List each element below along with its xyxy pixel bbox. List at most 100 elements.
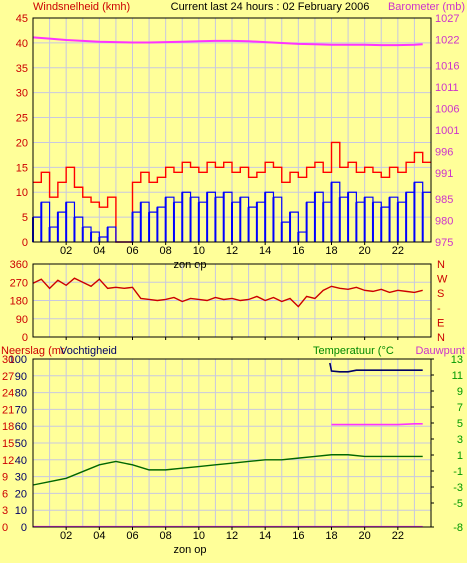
- wind-x-axis-label: zon op: [173, 259, 206, 271]
- x-tick-label: 08: [160, 530, 172, 542]
- y-tick-label-wind: 25: [16, 113, 28, 125]
- series-line-wind-direction: [32, 277, 423, 308]
- chart-main-title: Current last 24 hours : 02 February 2006: [171, 1, 370, 13]
- x-tick-label: 20: [359, 245, 371, 257]
- direction-compass-label: S: [437, 288, 444, 300]
- y-tick-label-direction: 360: [10, 259, 28, 271]
- x-tick-label: 18: [325, 245, 337, 257]
- rain-tick-label: 21: [2, 404, 14, 416]
- wind-axis-title: Windsnelheid (kmh): [33, 1, 130, 13]
- rain-tick-label: 6: [2, 488, 8, 500]
- y2-tick-label-barometer: 1022: [435, 35, 459, 47]
- direction-compass-label: -: [437, 303, 441, 315]
- y-tick-label-humidity: 50: [15, 438, 27, 450]
- y2-tick-label-barometer: 1006: [435, 103, 459, 115]
- x-tick-label: 16: [292, 530, 304, 542]
- y2-tick-label-barometer: 1027: [435, 13, 459, 25]
- y-tick-label-humidity: 100: [9, 354, 27, 366]
- rain-tick-label: 27: [2, 371, 14, 383]
- x-tick-label: 06: [126, 530, 138, 542]
- x-tick-label: 04: [93, 245, 105, 257]
- x-tick-label: 16: [292, 245, 304, 257]
- temperature-tick-label: 7: [457, 402, 463, 414]
- x-tick-label: 10: [193, 530, 205, 542]
- y2-tick-label-barometer: 1016: [435, 60, 459, 72]
- y-tick-label-wind: 30: [16, 88, 28, 100]
- temperature-tick-label: -8: [453, 522, 463, 534]
- x-tick-label: 10: [193, 245, 205, 257]
- y-tick-label-humidity: 80: [15, 388, 27, 400]
- barometer-axis-title: Barometer (mb): [388, 1, 465, 13]
- y-tick-label-wind: 10: [16, 187, 28, 199]
- direction-compass-label: N: [437, 332, 445, 344]
- temperature-tick-label: 3: [457, 434, 463, 446]
- series-layer: [32, 36, 431, 528]
- y2-tick-label-barometer: 975: [435, 237, 453, 249]
- y-tick-label-humidity: 30: [15, 472, 27, 484]
- rain-axis-title: Neerslag (mr: [1, 345, 65, 357]
- y2-tick-label-barometer: 1011: [435, 82, 459, 94]
- y-tick-label-direction: 0: [22, 332, 28, 344]
- y2-tick-label-barometer: 980: [435, 215, 453, 227]
- y2-tick-label-barometer: 985: [435, 194, 453, 206]
- series-line-dewpoint: [331, 423, 423, 426]
- rain-tick-label: 0: [2, 522, 8, 534]
- y-tick-label-wind: 5: [22, 212, 28, 224]
- rain-tick-label: 30: [2, 354, 14, 366]
- temperature-tick-label: -3: [453, 482, 463, 494]
- y-tick-label-direction: 180: [10, 296, 28, 308]
- rain-tick-label: 18: [2, 421, 14, 433]
- temperature-tick-label: -1: [453, 466, 463, 478]
- x-tick-label: 22: [392, 245, 404, 257]
- y-tick-label-humidity: 70: [15, 404, 27, 416]
- x-tick-label: 22: [392, 530, 404, 542]
- x-tick-label: 12: [226, 530, 238, 542]
- y2-tick-label-barometer: 996: [435, 147, 453, 159]
- y-tick-label-wind: 20: [16, 137, 28, 149]
- temperature-tick-label: 1: [457, 450, 463, 462]
- y-tick-label-direction: 270: [10, 277, 28, 289]
- series-line-temperature: [329, 362, 423, 373]
- y-tick-label-wind: 40: [16, 38, 28, 50]
- direction-compass-label: N: [437, 259, 445, 271]
- x-tick-label: 14: [259, 530, 271, 542]
- rain-tick-label: 24: [2, 388, 14, 400]
- temperature-tick-label: 13: [451, 354, 463, 366]
- y-tick-label-direction: 90: [16, 314, 28, 326]
- series-line-wind-gust: [33, 141, 431, 243]
- x-tick-label: 06: [126, 245, 138, 257]
- direction-compass-label: W: [437, 274, 448, 286]
- rain-tick-label: 15: [2, 438, 14, 450]
- dewpoint-axis-title: Dauwpunt: [415, 345, 465, 357]
- x-tick-label: 02: [60, 245, 72, 257]
- y-tick-label-wind: 15: [16, 162, 28, 174]
- humidity-axis-title: Vochtigheid: [60, 345, 117, 357]
- x-tick-label: 12: [226, 245, 238, 257]
- direction-compass-label: E: [437, 317, 444, 329]
- temperature-tick-label: 5: [457, 418, 463, 430]
- y-tick-label-humidity: 10: [15, 505, 27, 517]
- rain-tick-label: 3: [2, 505, 8, 517]
- series-line-barometer: [32, 36, 423, 47]
- temperature-tick-label: 11: [452, 370, 463, 382]
- temperature-axis-title: Temperatuur (°C: [313, 345, 394, 357]
- rain-tick-label: 12: [2, 455, 14, 467]
- series-line-wind-average: [33, 181, 431, 243]
- series-line-humidity: [32, 454, 423, 486]
- x-tick-label: 20: [359, 530, 371, 542]
- y-tick-label-wind: 0: [22, 237, 28, 249]
- rain-tick-label: 9: [2, 472, 8, 484]
- y-tick-label-humidity: 20: [15, 488, 27, 500]
- x-tick-label: 18: [325, 530, 337, 542]
- temperature-tick-label: 9: [457, 386, 463, 398]
- y2-tick-label-barometer: 1001: [435, 125, 459, 137]
- temperature-tick-label: -5: [453, 498, 463, 510]
- y-tick-label-humidity: 0: [21, 522, 27, 534]
- x-tick-label: 08: [160, 245, 172, 257]
- y-tick-label-wind: 35: [16, 63, 28, 75]
- y-tick-label-humidity: 90: [15, 371, 27, 383]
